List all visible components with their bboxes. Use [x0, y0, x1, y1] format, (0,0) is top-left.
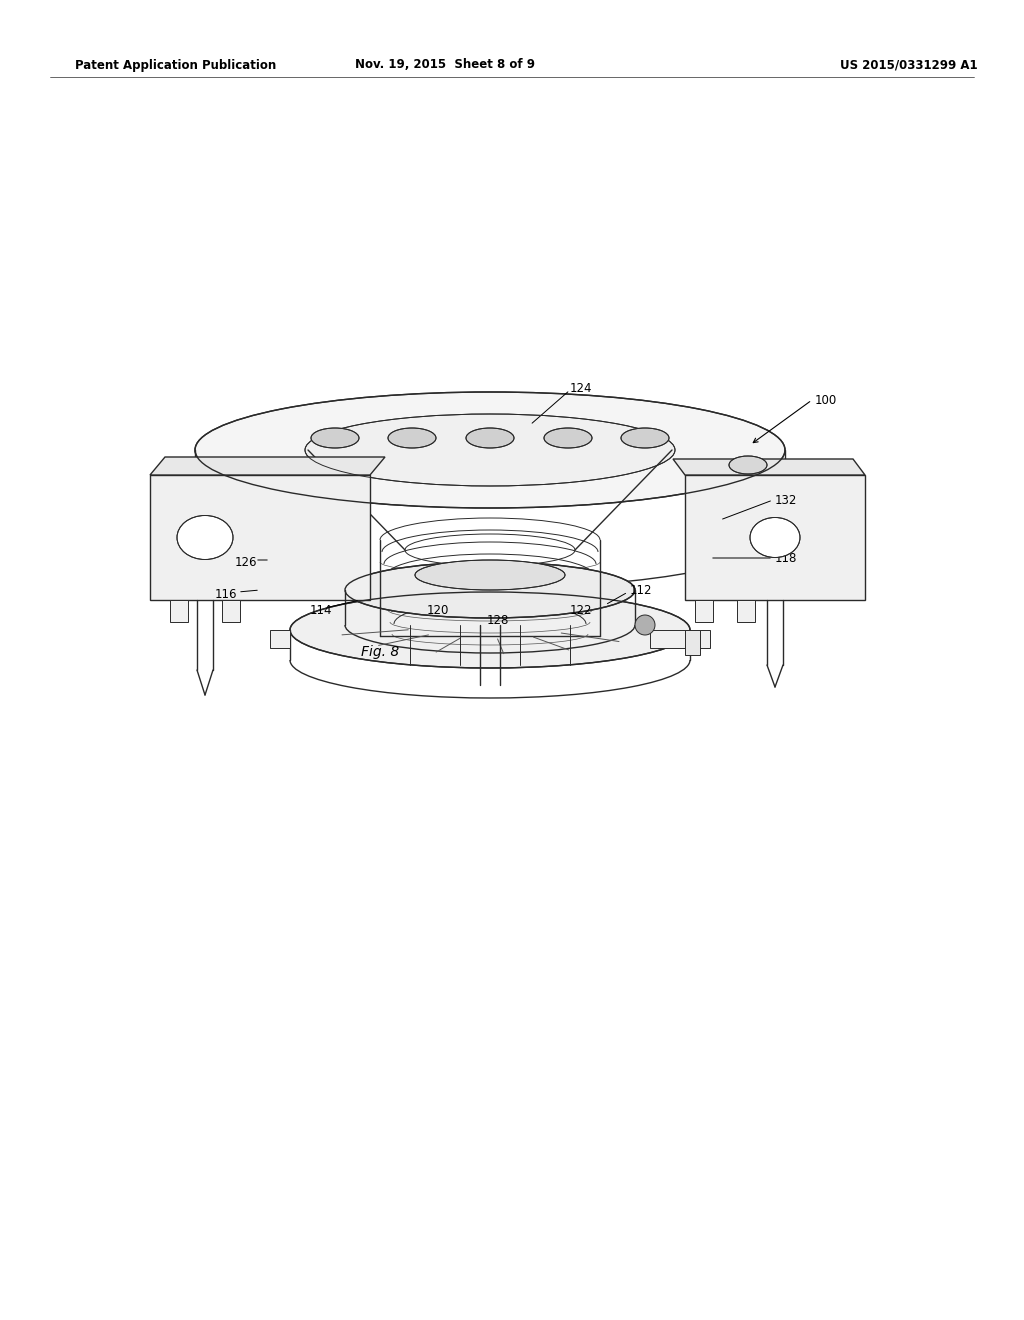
Ellipse shape — [415, 560, 565, 590]
Text: 112: 112 — [630, 583, 652, 597]
Text: 128: 128 — [486, 614, 509, 627]
Text: 100: 100 — [815, 393, 838, 407]
Polygon shape — [270, 630, 290, 648]
Ellipse shape — [466, 428, 514, 447]
Ellipse shape — [750, 517, 800, 557]
Ellipse shape — [305, 414, 675, 486]
Polygon shape — [673, 459, 865, 475]
Polygon shape — [737, 601, 755, 622]
Text: 116: 116 — [215, 587, 238, 601]
Ellipse shape — [290, 591, 690, 668]
Polygon shape — [695, 601, 713, 622]
Polygon shape — [222, 601, 240, 622]
Ellipse shape — [177, 516, 233, 560]
Ellipse shape — [621, 428, 669, 447]
Polygon shape — [650, 630, 710, 648]
Polygon shape — [685, 630, 700, 655]
Ellipse shape — [345, 562, 635, 618]
Text: Nov. 19, 2015  Sheet 8 of 9: Nov. 19, 2015 Sheet 8 of 9 — [355, 58, 535, 71]
Ellipse shape — [311, 428, 359, 447]
Polygon shape — [170, 601, 188, 622]
Text: 132: 132 — [775, 494, 798, 507]
Text: 122: 122 — [570, 603, 593, 616]
Text: Patent Application Publication: Patent Application Publication — [75, 58, 276, 71]
Ellipse shape — [729, 455, 767, 474]
Text: 126: 126 — [234, 556, 257, 569]
Polygon shape — [150, 457, 385, 475]
Text: 130: 130 — [182, 524, 204, 536]
Text: US 2015/0331299 A1: US 2015/0331299 A1 — [840, 58, 978, 71]
Ellipse shape — [544, 428, 592, 447]
Text: 118: 118 — [775, 552, 798, 565]
Text: 124: 124 — [570, 381, 593, 395]
Ellipse shape — [195, 392, 785, 508]
Polygon shape — [685, 475, 865, 601]
Ellipse shape — [635, 615, 655, 635]
Text: Fig. 8: Fig. 8 — [360, 645, 399, 659]
Text: 114: 114 — [310, 603, 333, 616]
Text: 120: 120 — [427, 603, 450, 616]
Ellipse shape — [388, 428, 436, 447]
Polygon shape — [150, 475, 370, 601]
